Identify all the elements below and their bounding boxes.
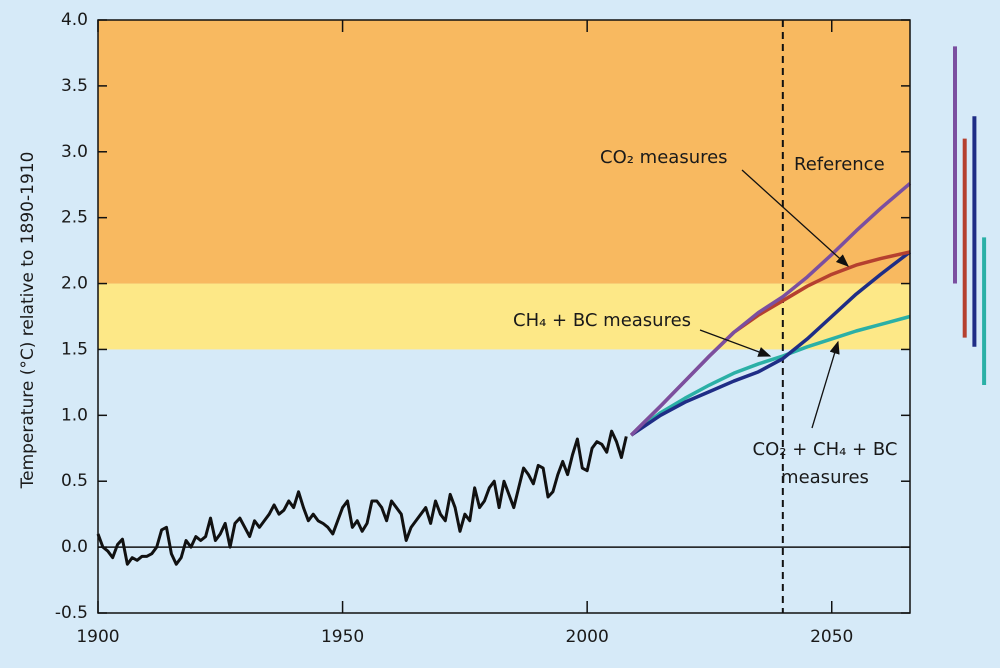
y-tick-label: 1.0 bbox=[61, 405, 88, 425]
x-tick-label: 1900 bbox=[76, 627, 119, 647]
y-tick-label: 2.5 bbox=[61, 208, 88, 228]
observed-line bbox=[96, 429, 628, 566]
y-tick-label: 2.0 bbox=[61, 274, 88, 294]
annotation: Reference bbox=[794, 154, 885, 175]
y-tick-label: 4.0 bbox=[61, 10, 88, 30]
annotation-arrow bbox=[741, 169, 849, 267]
y-tick-label: 0.0 bbox=[61, 537, 88, 557]
threshold-band bbox=[98, 20, 910, 284]
y-axis-label: Temperature (°C) relative to 1890-1910 bbox=[18, 152, 38, 490]
y-tick-label: -0.5 bbox=[55, 603, 88, 623]
plot-frame bbox=[97, 19, 911, 614]
x-tick-label: 2050 bbox=[810, 627, 853, 647]
scenario-line bbox=[629, 182, 912, 437]
x-tick-label: 2000 bbox=[566, 627, 609, 647]
annotation: CO₂ measures bbox=[600, 147, 728, 168]
annotation-arrow bbox=[699, 329, 772, 357]
annotation: CH₄ + BC measures bbox=[513, 310, 692, 331]
y-tick-label: 1.5 bbox=[61, 339, 88, 359]
scenario-line bbox=[630, 250, 912, 437]
annotation: CO₂ + CH₄ + BC measures bbox=[752, 439, 898, 488]
x-tick-label: 1950 bbox=[321, 627, 364, 647]
y-tick-label: 3.0 bbox=[61, 142, 88, 162]
annotation-arrow bbox=[811, 340, 840, 429]
y-tick-label: 0.5 bbox=[61, 471, 88, 491]
y-tick-label: 3.5 bbox=[61, 76, 88, 96]
scenario-line bbox=[630, 314, 911, 437]
threshold-band bbox=[98, 283, 910, 350]
